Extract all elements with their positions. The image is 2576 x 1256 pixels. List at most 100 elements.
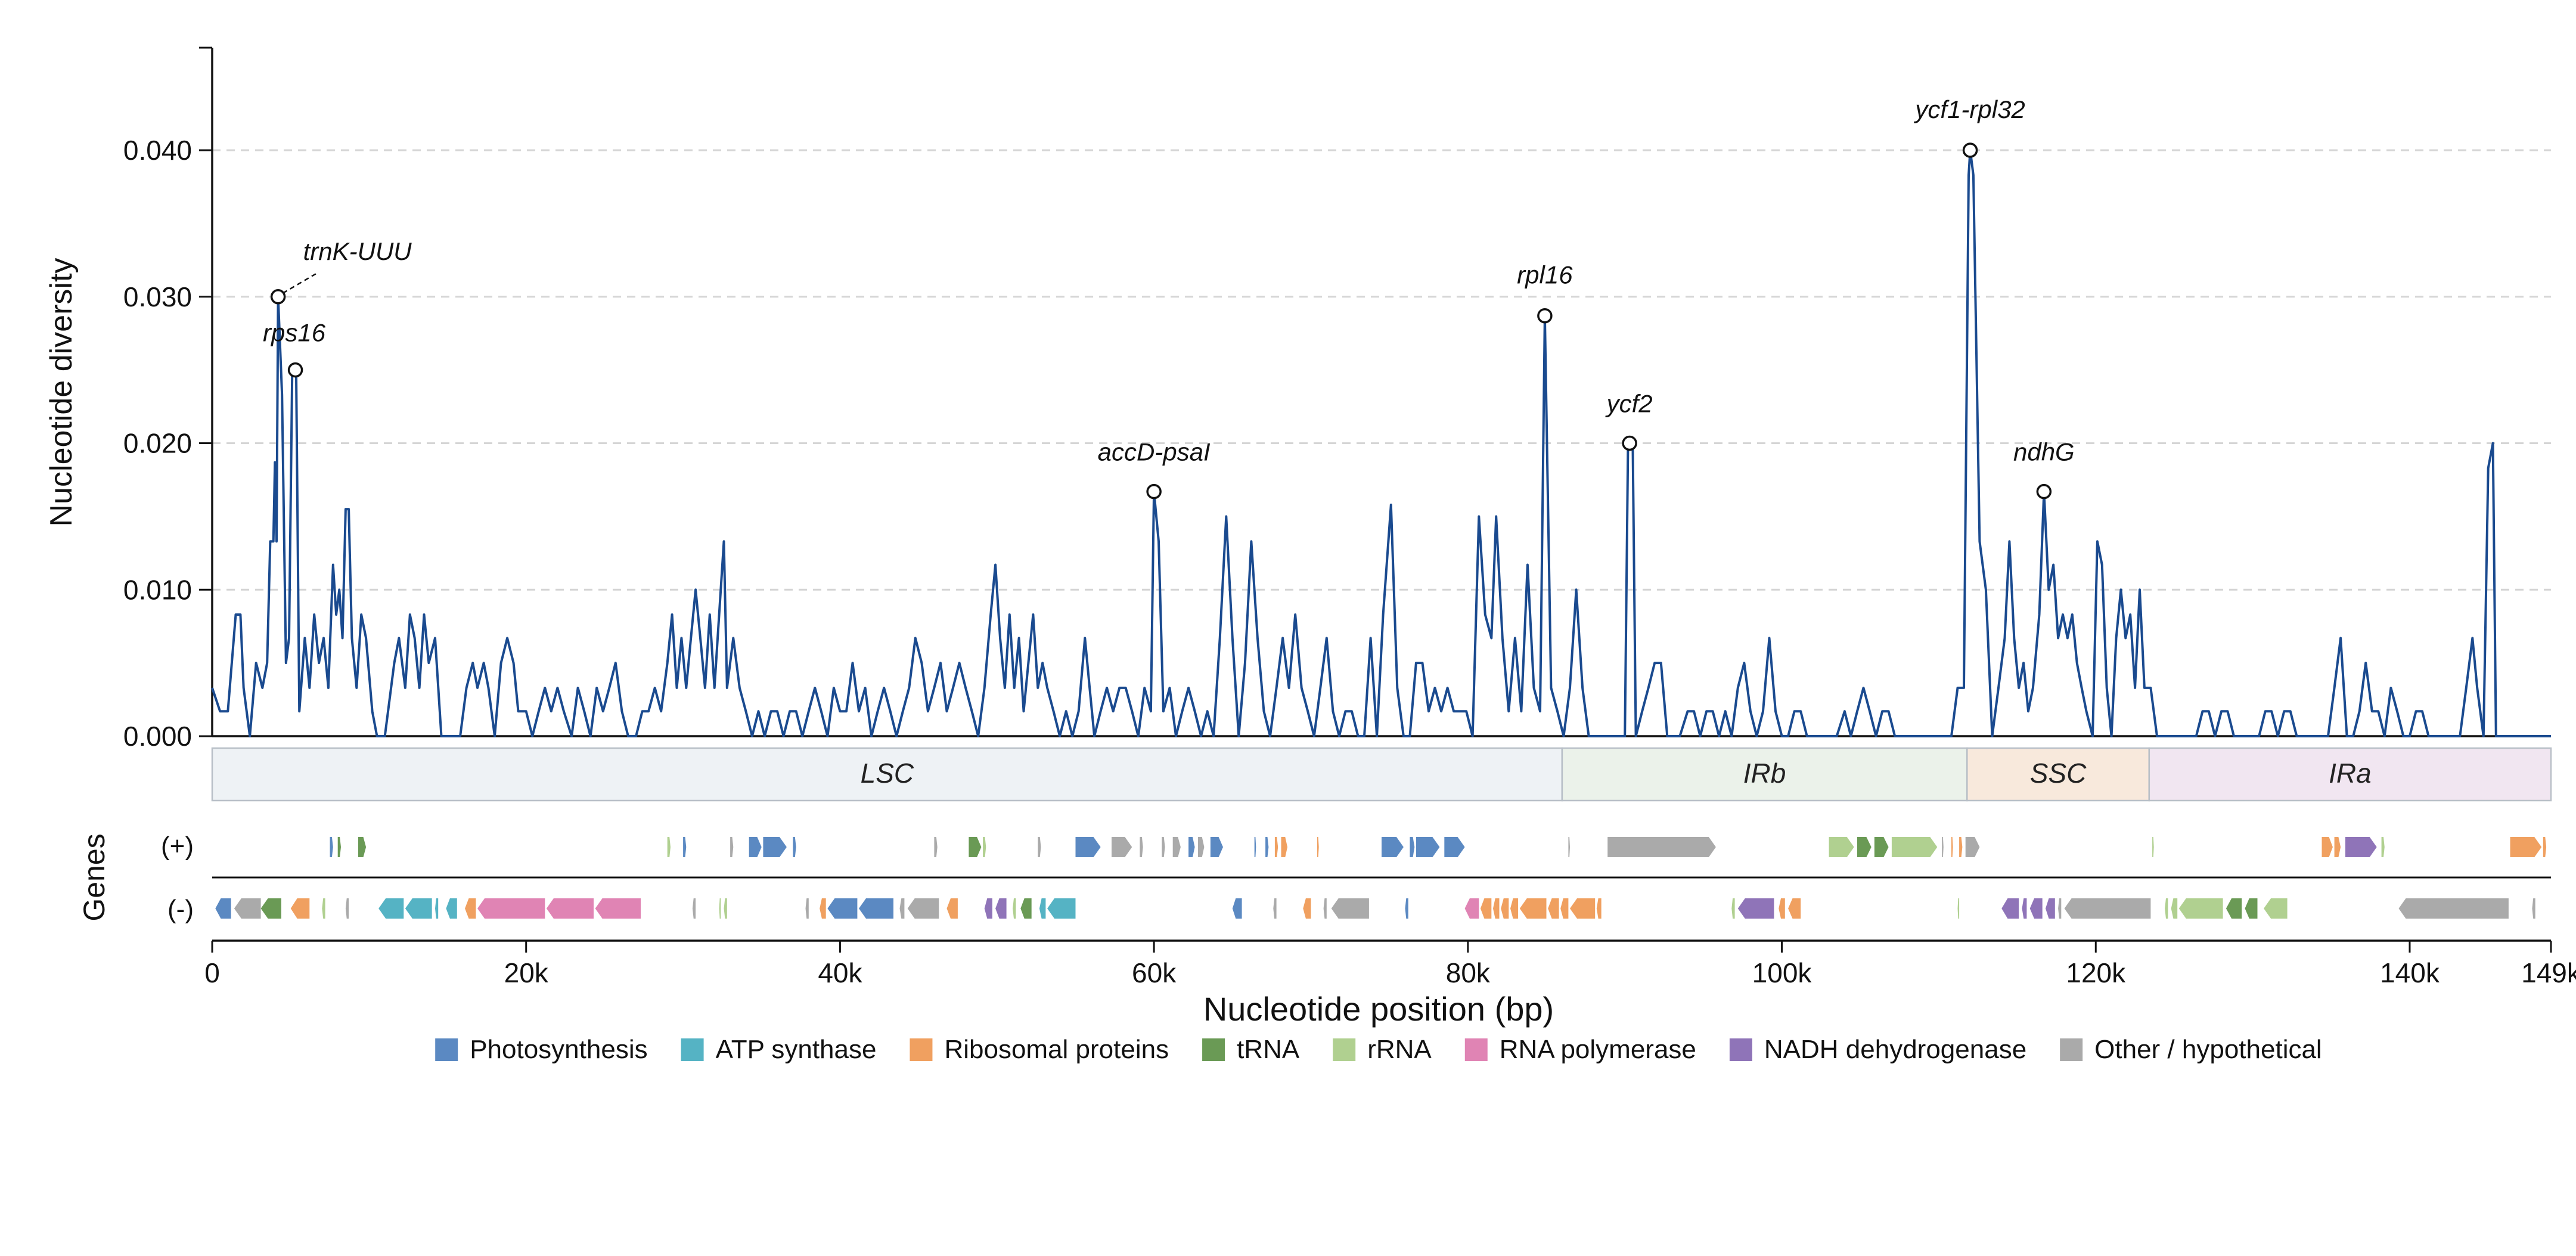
gene-minus-strand: [2022, 898, 2027, 919]
region-irb-box: [1561, 747, 1968, 802]
y-tick-label: 0.040: [123, 135, 192, 166]
gene-minus-strand: [435, 898, 439, 919]
gene-plus-strand: [1874, 837, 1889, 857]
gene-minus-strand: [378, 898, 404, 919]
gene-minus-strand: [477, 898, 545, 919]
gene-plus-strand: [1444, 837, 1465, 857]
legend-swatch: [681, 1038, 704, 1061]
gene-minus-strand: [1464, 898, 1479, 919]
gene-plus-strand: [749, 837, 762, 857]
peak-leader-line: [282, 272, 318, 294]
gene-minus-strand: [1570, 898, 1596, 919]
x-tick-label: 100k: [1752, 957, 1812, 988]
gene-minus-strand: [827, 898, 858, 919]
region-label: IRa: [2329, 758, 2372, 789]
x-tick-label: 0: [204, 957, 220, 988]
gene-minus-strand: [1047, 898, 1076, 919]
gene-plus-strand: [1568, 837, 1570, 857]
x-axis-label: Nucleotide position (bp): [1203, 990, 1554, 1028]
legend-items: Photosynthesis ATP synthase Ribosomal prot…: [435, 1035, 2322, 1064]
gene-minus-strand: [1779, 898, 1785, 919]
legend-label: Photosynthesis: [470, 1035, 647, 1064]
gene-minus-strand: [1548, 898, 1559, 919]
gene-minus-strand: [1273, 898, 1277, 919]
gene-minus-strand: [1480, 898, 1492, 919]
axes: Nucleotide diversity Nucleotide position…: [44, 46, 2576, 1028]
peak-marker: [287, 362, 303, 378]
grid-lines: [212, 149, 2551, 591]
gene-plus-strand: [683, 837, 687, 857]
legend-label: rRNA: [1367, 1035, 1432, 1064]
gene-plus-strand: [1959, 837, 1963, 857]
region-ira-box: [2148, 747, 2552, 802]
legend: Photosynthesis ATP synthase Ribosomal prot…: [435, 1035, 2322, 1064]
gene-minus-strand: [2058, 898, 2062, 919]
gene-minus-strand: [719, 898, 721, 919]
gene-minus-strand: [1493, 898, 1500, 919]
x-tick-label: 40k: [818, 957, 862, 988]
plus-strand-label: (+): [161, 832, 194, 861]
gene-plus-strand: [1254, 837, 1256, 857]
legend-label: Ribosomal proteins: [944, 1035, 1169, 1064]
legend-swatch: [1729, 1038, 1752, 1061]
legend-swatch: [1464, 1038, 1488, 1061]
gene-plus-strand: [1416, 837, 1440, 857]
gene-plus-strand: [2152, 837, 2154, 857]
gene-minus-strand: [820, 898, 826, 919]
gene-minus-strand: [2264, 898, 2288, 919]
gene-minus-strand: [2029, 898, 2043, 919]
peak-marker: [2036, 483, 2052, 500]
legend-label: RNA polymerase: [1500, 1035, 1696, 1064]
x-tick-label: 60k: [1132, 957, 1177, 988]
gene-minus-strand: [2532, 898, 2535, 919]
gene-plus-strand: [1857, 837, 1872, 857]
peak-label: trnK-UUU: [303, 237, 412, 265]
peak-label: accD-psaI: [1098, 438, 1211, 466]
y-tick-label: 0.000: [123, 721, 192, 752]
gene-plus-strand: [330, 837, 333, 857]
gene-plus-strand: [2381, 837, 2385, 857]
gene-tracks: [212, 837, 2551, 919]
gene-minus-strand: [446, 898, 457, 919]
gene-plus-strand: [1951, 837, 1953, 857]
gene-minus-strand: [260, 898, 281, 919]
gene-plus-strand: [1965, 837, 1980, 857]
gene-minus-strand: [805, 898, 809, 919]
gene-plus-strand: [1891, 837, 1938, 857]
gene-minus-strand: [345, 898, 349, 919]
gene-minus-strand: [1013, 898, 1016, 919]
gene-plus-strand: [1829, 837, 1854, 857]
gene-minus-strand: [546, 898, 594, 919]
gene-minus-strand: [2178, 898, 2223, 919]
peak-marker: [270, 289, 286, 305]
gene-minus-strand: [1788, 898, 1801, 919]
gene-minus-strand: [2064, 898, 2151, 919]
gene-plus-strand: [2334, 837, 2341, 857]
region-label: IRb: [1743, 758, 1786, 789]
gene-minus-strand: [724, 898, 727, 919]
x-tick-label: 20k: [504, 957, 549, 988]
gene-minus-strand: [692, 898, 696, 919]
gene-plus-strand: [983, 837, 986, 857]
gene-minus-strand: [2245, 898, 2258, 919]
gene-plus-strand: [1210, 837, 1223, 857]
gene-minus-strand: [1303, 898, 1311, 919]
gene-minus-strand: [1560, 898, 1569, 919]
gene-plus-strand: [1140, 837, 1143, 857]
gene-plus-strand: [358, 837, 367, 857]
legend-swatch: [1202, 1038, 1225, 1061]
gene-minus-strand: [2001, 898, 2019, 919]
x-tick-label: 80k: [1446, 957, 1491, 988]
gene-minus-strand: [899, 898, 905, 919]
gene-plus-strand: [1281, 837, 1287, 857]
gene-minus-strand: [2046, 898, 2055, 919]
gene-minus-strand: [995, 898, 1007, 919]
gene-plus-strand: [1188, 837, 1195, 857]
gene-minus-strand: [1501, 898, 1509, 919]
region-ssc-box: [1966, 747, 2150, 802]
x-tick-label: 140k: [2380, 957, 2440, 988]
gene-minus-strand: [2165, 898, 2168, 919]
gene-plus-strand: [1410, 837, 1415, 857]
